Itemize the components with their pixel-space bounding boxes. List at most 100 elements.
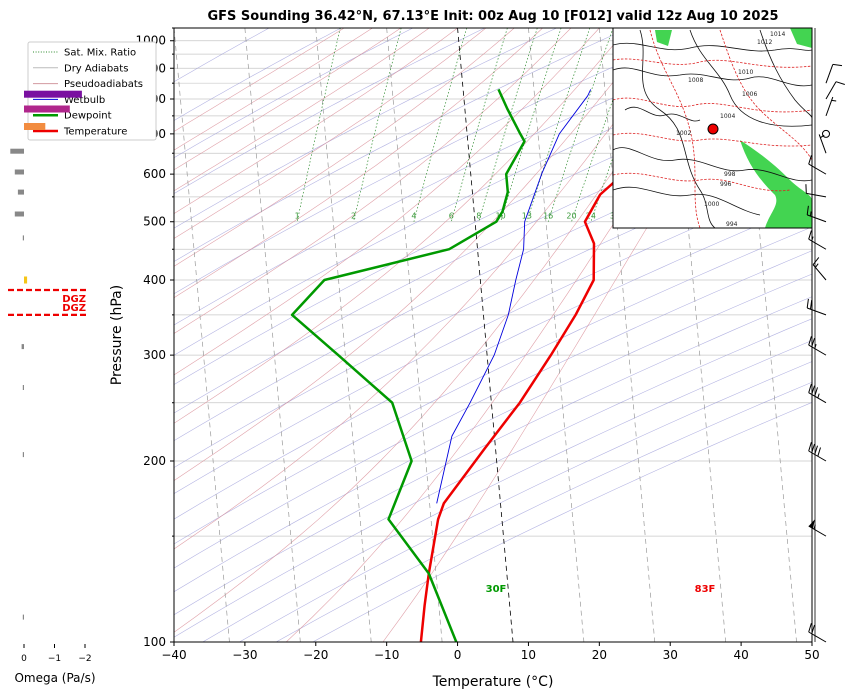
omega-bar [24, 123, 46, 130]
legend-label: Pseudoadiabats [64, 79, 143, 90]
temperature-tick-label: 20 [592, 648, 607, 662]
pseudoadiabat [174, 28, 430, 192]
omega-bar [22, 385, 24, 390]
wind-barb-full [814, 387, 818, 397]
wind-barb-half [814, 344, 817, 349]
wind-barb [818, 134, 827, 154]
wind-barb-staff [825, 64, 834, 84]
omega-bar [22, 452, 24, 458]
wind-barb-half [820, 134, 825, 139]
inset-map-frame [612, 27, 813, 229]
inset-contours [613, 29, 812, 228]
inset-border-line [639, 29, 716, 228]
mixing-ratio-line [547, 28, 614, 222]
mixing-ratio-label: 6 [449, 212, 454, 221]
plot-frame [173, 27, 813, 643]
pseudoadiabat [174, 28, 458, 214]
mixing-ratio-label: 2 [351, 212, 356, 221]
wind-barbs-panel [805, 28, 845, 643]
omega-bar [17, 189, 24, 195]
wind-barb [806, 298, 827, 316]
mixing-ratio-label: 8 [476, 212, 481, 221]
mixing-ratio-line [500, 28, 562, 222]
wind-barb-half [815, 263, 819, 268]
inset-isobar-label: 1014 [770, 31, 785, 38]
inset-isobar-label: 996 [720, 181, 732, 188]
wind-barb-full [810, 300, 813, 310]
mixing-ratio-label: 16 [543, 212, 553, 221]
isotherm [528, 28, 585, 642]
inset-land-shading-north [655, 30, 672, 46]
wind-barb [808, 623, 827, 643]
wind-barb [825, 81, 845, 100]
omega-bars [10, 90, 82, 620]
inset-location-marker [707, 123, 719, 135]
inset-isobar [613, 132, 812, 147]
wind-barb-full [808, 383, 812, 393]
inset-isobar-label: 1008 [688, 77, 703, 84]
temperature-tick-label: −20 [303, 648, 328, 662]
wind-barb [805, 184, 827, 198]
temperature-tick-label: 10 [521, 648, 536, 662]
dgz-label: DGZ [62, 303, 86, 314]
pseudoadiabat [174, 28, 628, 424]
isotherm [244, 28, 301, 642]
temperature-tick-label: 50 [804, 648, 819, 662]
dry-adiabat [174, 296, 812, 616]
wind-barbs [805, 63, 845, 643]
wind-barb-full [814, 445, 818, 455]
wind-barb [808, 519, 827, 537]
wind-barb-half [813, 524, 816, 530]
wind-barb-full [832, 63, 843, 67]
omega-tick-label: −1 [48, 654, 61, 664]
wind-barb-full [811, 337, 815, 348]
inset-isobar-label: 994 [726, 221, 738, 228]
inset-isobar-label: 1004 [720, 113, 735, 120]
pressure-tick-label: 400 [143, 273, 166, 287]
wind-barb-full [817, 447, 821, 457]
wind-barb-full [808, 155, 812, 165]
omega-bar [24, 90, 82, 98]
dry-adiabat [202, 340, 812, 642]
dry-adiabat [174, 28, 557, 229]
pressure-tick-label: 300 [143, 348, 166, 362]
inset-isobar-label: 1012 [757, 39, 772, 46]
wetbulb-profile [436, 89, 592, 504]
mixing-ratio-label: 24 [586, 212, 596, 221]
inset-land-shading [740, 140, 812, 228]
pressure-tick-label: 500 [143, 215, 166, 229]
dry-adiabat [239, 361, 812, 642]
wind-barb-staff [825, 96, 834, 117]
isotherms [174, 28, 812, 642]
legend-label: Sat. Mix. Ratio [64, 48, 136, 59]
wind-barb-full [811, 385, 815, 395]
wind-barb-half [811, 236, 814, 242]
chart-title: GFS Sounding 36.42°N, 67.13°E Init: 00z … [207, 9, 778, 24]
pseudoadiabat [174, 28, 543, 299]
legend-label: Dewpoint [64, 111, 112, 122]
inset-isobar-label: 1010 [738, 69, 753, 76]
mixing-ratio-line [413, 28, 468, 222]
omega-bar [24, 105, 70, 113]
wind-barb [825, 63, 843, 84]
wind-barb [806, 205, 827, 223]
inset-isobar-label: 1006 [742, 91, 757, 98]
inset-border-line [624, 106, 701, 122]
wind-barb [822, 129, 830, 138]
pseudoadiabat [174, 28, 345, 132]
surface-temp-label: 83F [695, 584, 716, 595]
temperature-tick-label: 0 [454, 648, 462, 662]
omega-bar [21, 344, 24, 350]
dry-adiabat [174, 273, 812, 593]
inset-isobar-label: 998 [724, 171, 736, 178]
dry-adiabat [174, 318, 812, 638]
omega-bar [22, 614, 24, 620]
surface-dewpoint-label: 30F [486, 584, 507, 595]
inset-border-line [613, 67, 812, 87]
inset-isobar-label: 1000 [704, 201, 719, 208]
